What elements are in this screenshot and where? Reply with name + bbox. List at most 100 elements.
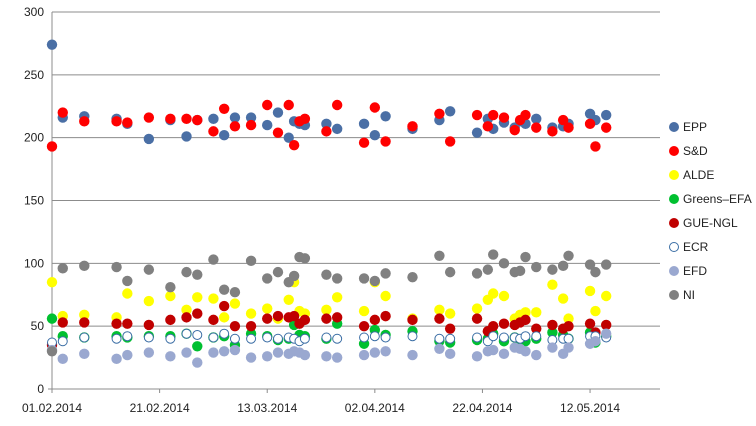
data-point — [600, 259, 612, 270]
data-point — [557, 293, 569, 304]
data-point — [218, 129, 230, 141]
data-point — [434, 108, 445, 119]
data-point — [584, 118, 596, 130]
data-point — [229, 298, 241, 309]
x-tick-label: 21.02.2014 — [130, 401, 190, 415]
data-point — [229, 287, 241, 298]
data-point — [299, 253, 311, 264]
data-point — [547, 327, 558, 338]
data-point — [488, 344, 499, 356]
data-point — [245, 308, 257, 319]
data-point — [272, 266, 284, 278]
gridlines — [52, 11, 660, 327]
legend-item: ECR — [669, 240, 709, 254]
data-point — [584, 259, 596, 270]
y-tick-label: 100 — [24, 256, 44, 270]
data-point — [208, 254, 219, 265]
data-point — [369, 102, 381, 113]
data-point — [547, 319, 558, 331]
data-point — [208, 332, 219, 343]
data-point — [369, 275, 381, 287]
data-point — [192, 308, 203, 319]
data-point — [181, 113, 192, 125]
data-point — [218, 300, 230, 312]
data-point — [192, 269, 203, 280]
data-point — [122, 331, 133, 342]
data-point — [57, 353, 68, 365]
data-points — [46, 39, 612, 368]
data-point — [321, 313, 332, 324]
data-point — [407, 314, 418, 326]
data-point — [444, 323, 456, 334]
data-point — [143, 332, 154, 343]
data-point — [165, 113, 176, 125]
data-point — [181, 304, 192, 316]
data-point — [143, 347, 155, 358]
data-point — [79, 309, 90, 321]
data-point — [79, 260, 90, 272]
data-point — [245, 255, 257, 267]
x-tick-label: 13.03.2014 — [237, 401, 297, 415]
data-point — [229, 112, 241, 123]
data-point — [165, 351, 176, 362]
y-tick-label: 250 — [24, 68, 44, 82]
data-point — [165, 290, 176, 302]
data-point — [272, 333, 283, 344]
data-point — [321, 126, 332, 137]
data-point — [434, 304, 445, 316]
data-point — [288, 310, 300, 322]
data-point — [143, 319, 155, 331]
data-point — [272, 347, 284, 358]
data-point — [79, 317, 90, 328]
data-point — [192, 292, 203, 303]
data-point — [358, 349, 370, 361]
data-point — [46, 313, 58, 324]
data-point — [434, 250, 445, 261]
data-point — [563, 313, 574, 324]
data-point — [444, 348, 456, 360]
data-point — [472, 332, 483, 343]
data-point — [471, 109, 483, 121]
data-point — [380, 290, 391, 302]
data-point — [218, 346, 230, 357]
y-tick-label: 150 — [24, 194, 44, 208]
data-point — [584, 285, 596, 297]
x-tick-label: 02.04.2014 — [345, 401, 405, 415]
data-point — [331, 352, 343, 363]
y-tick-label: 200 — [24, 131, 44, 145]
data-point — [444, 266, 456, 278]
data-point — [192, 329, 203, 340]
data-point — [520, 314, 531, 326]
data-point — [181, 312, 192, 323]
legend-marker — [669, 266, 679, 276]
legend-label: EPP — [683, 120, 707, 134]
data-point — [331, 312, 343, 323]
data-point — [79, 332, 90, 343]
legend-item: GUE-NGL — [669, 216, 738, 230]
legend-label: NI — [683, 288, 695, 302]
data-point — [380, 111, 391, 122]
data-point — [219, 328, 230, 339]
data-point — [165, 333, 176, 344]
data-point — [380, 268, 391, 279]
data-point — [514, 265, 526, 277]
data-point — [246, 333, 257, 344]
data-point — [57, 317, 68, 328]
data-point — [262, 119, 273, 131]
y-axis-tick-labels: 0 50 100 150 200 250 300 — [24, 5, 44, 396]
data-point — [471, 127, 483, 138]
legend: EPP S&D ALDE Greens–EFA GUE-NGL ECR EFD NI — [669, 120, 752, 302]
data-point — [444, 106, 456, 117]
data-point — [498, 112, 510, 123]
data-point — [331, 273, 343, 284]
data-point — [563, 320, 574, 332]
data-point — [165, 314, 176, 326]
data-point — [498, 348, 510, 360]
data-point — [332, 333, 343, 344]
data-point — [358, 118, 370, 130]
data-point — [229, 344, 241, 356]
data-point — [218, 312, 230, 323]
data-point — [471, 313, 483, 324]
x-tick-label: 12.05.2014 — [560, 401, 620, 415]
data-point — [181, 328, 192, 339]
